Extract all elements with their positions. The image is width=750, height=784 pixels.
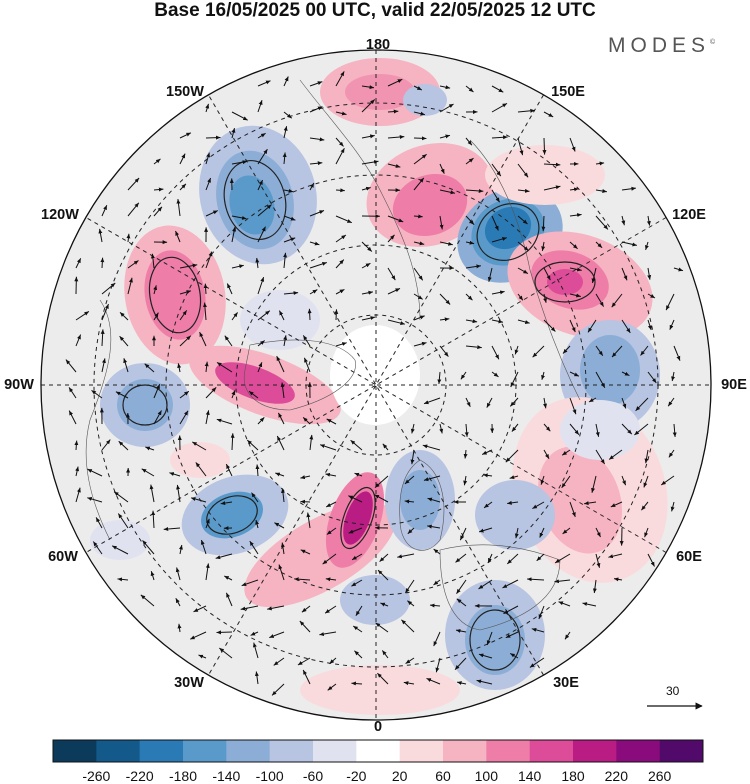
colorbar xyxy=(53,740,703,762)
colorbar-segment xyxy=(443,740,487,762)
lon-label-150w: 150W xyxy=(166,84,204,100)
colorbar-tick-label: 220 xyxy=(605,768,628,784)
reference-vector-label: 30 xyxy=(666,684,679,698)
lon-label-90e: 90E xyxy=(721,377,747,393)
colorbar-segment xyxy=(356,740,400,762)
colorbar-tick-label: -140 xyxy=(212,768,240,784)
wind-arrow xyxy=(76,441,77,450)
lon-label-90w: 90W xyxy=(4,377,34,393)
colorbar-tick-label: -220 xyxy=(126,768,154,784)
lon-label-60w: 60W xyxy=(48,549,78,565)
colorbar-tick-label: -260 xyxy=(82,768,110,784)
colorbar-tick-label: 100 xyxy=(475,768,498,784)
lon-label-180: 180 xyxy=(366,37,390,53)
polar-cap xyxy=(330,325,420,425)
lon-label-30e: 30E xyxy=(553,675,579,691)
colorbar-tick-label: -60 xyxy=(303,768,323,784)
wind-arrow xyxy=(102,258,103,268)
colorbar-segment xyxy=(53,740,97,762)
colorbar-segment xyxy=(270,740,314,762)
lon-label-0: 0 xyxy=(374,719,382,735)
wind-arrow xyxy=(414,138,426,139)
wind-arrow xyxy=(206,138,221,139)
colorbar-tick-label: 60 xyxy=(435,768,451,784)
colorbar-segment xyxy=(183,740,227,762)
colorbar-segment xyxy=(400,740,444,762)
map-field xyxy=(30,40,730,740)
wind-arrow xyxy=(336,309,337,320)
colorbar-tick-label: 140 xyxy=(518,768,541,784)
wind-arrow xyxy=(217,632,233,633)
colorbar-segment xyxy=(313,740,357,762)
colorbar-tick-label: 180 xyxy=(561,768,584,784)
colorbar-tick-label: 260 xyxy=(648,768,671,784)
wind-arrow xyxy=(301,502,311,503)
wind-arrow xyxy=(205,284,206,294)
colorbar-tick-label: 20 xyxy=(392,768,408,784)
colorbar-segment xyxy=(573,740,617,762)
lon-label-60e: 60E xyxy=(676,549,702,565)
colorbar-tick-label: -180 xyxy=(169,768,197,784)
colorbar-tick-label: -100 xyxy=(256,768,284,784)
colorbar-segment xyxy=(486,740,530,762)
lon-label-120e: 120E xyxy=(672,207,706,223)
colorbar-segment xyxy=(96,740,140,762)
colorbar-segment xyxy=(140,740,184,762)
colorbar-tick-label: -20 xyxy=(346,768,366,784)
colorbar-segment xyxy=(616,740,660,762)
colorbar-segment xyxy=(226,740,270,762)
wind-arrow xyxy=(544,138,545,155)
wind-arrow xyxy=(336,190,345,191)
lon-label-120w: 120W xyxy=(41,207,79,223)
lon-label-150e: 150E xyxy=(551,84,585,100)
lon-label-30w: 30W xyxy=(174,675,204,691)
colorbar-segment xyxy=(660,740,704,762)
wind-arrow xyxy=(309,309,310,320)
colorbar-segment xyxy=(530,740,574,762)
